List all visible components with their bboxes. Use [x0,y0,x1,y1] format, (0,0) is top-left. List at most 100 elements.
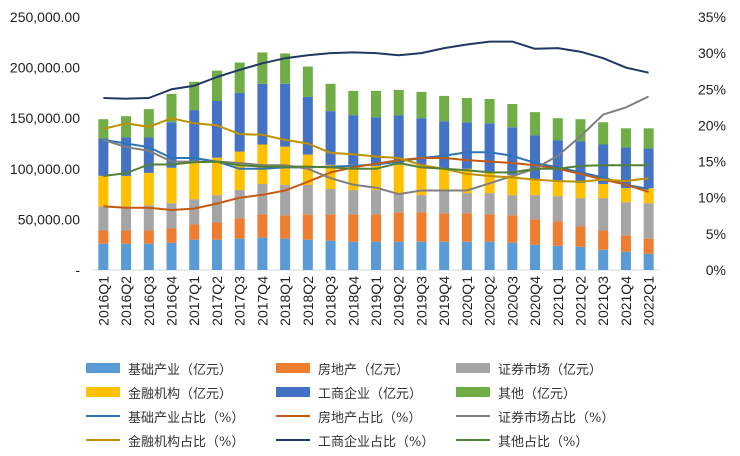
bar-segment [189,110,200,163]
bar-segment [575,119,586,142]
bar-segment [416,91,427,119]
left-axis-tick-label: 100,000.00 [10,161,80,177]
legend-item: 工商企业占比（%） [276,431,456,450]
right-axis-tick-label: 0% [706,262,726,278]
legend-line-icon [456,415,490,417]
lines-layer [103,40,650,211]
x-axis-tick-label: 2016Q3 [141,276,157,326]
bar-segment [280,83,291,147]
bar-segment [211,100,222,158]
bar-segment [189,199,200,225]
bar-segment [393,164,404,194]
left-axis-tick-label: - [75,262,80,278]
bar-segment [461,168,472,194]
right-axis-tick-label: 25% [698,81,726,97]
bar-segment [234,190,245,219]
bar-segment [98,243,109,270]
bar-segment [211,157,222,196]
bar-segment [530,244,541,270]
x-axis-tick-label: 2021Q3 [595,276,611,326]
bar-segment [371,241,381,270]
bar-segment [302,214,313,240]
x-axis-tick-label: 2016Q2 [118,276,134,326]
bar-segment [348,241,359,270]
bar-segment [166,203,177,229]
bar-segment [371,165,381,191]
right-axis-tick-label: 35% [698,9,726,25]
legend-item: 基础产业（亿元） [86,359,276,378]
bar-segment [302,184,313,215]
legend-item: 其他占比（%） [456,431,646,450]
legend-item: 工商企业（亿元） [276,383,456,402]
bar-segment [234,151,245,191]
x-axis-tick-label: 2018Q4 [345,276,361,326]
x-axis-tick-label: 2020Q2 [482,276,498,326]
legend-item: 房地产占比（%） [276,407,456,426]
x-axis-tick-label: 2017Q3 [232,276,248,326]
series-line [103,117,649,183]
bar-segment [98,138,109,176]
bar-segment [620,251,631,270]
bar-segment [280,215,291,239]
x-axis-tick-label: 2017Q1 [186,276,202,326]
bar-segment [257,183,268,215]
bar-segment [121,206,132,231]
bar-segment [620,188,631,203]
legend-label: 金融机构占比（%） [128,434,245,450]
bar-segment [439,95,450,122]
bar-segment [189,162,200,200]
bar-segment [530,178,541,196]
bars-layer [98,52,654,270]
x-axis-tick-label: 2019Q2 [391,276,407,326]
bar-segment [393,115,404,165]
bar-segment [552,180,563,197]
legend-swatch-icon [456,387,490,397]
x-axis-tick-label: 2022Q1 [641,276,657,326]
bar-segment [507,127,518,175]
bar-segment [121,175,132,207]
bar-segment [325,240,336,270]
bar-segment [189,239,200,270]
legend-row: 金融机构占比（%） 工商企业占比（%） 其他占比（%） [86,428,726,452]
bar-segment [98,175,109,207]
bar-segment [143,230,154,244]
bar-segment [166,122,177,168]
bar-segment [439,213,450,242]
bar-segment [643,128,654,149]
bar-segment [575,141,586,183]
legend-row: 基础产业占比（%） 房地产占比（%） 证券市场占比（%） [86,404,726,428]
bar-segment [643,203,654,239]
bar-segment [166,167,177,204]
legend-item: 证券市场（亿元） [456,359,646,378]
bar-segment [461,122,472,169]
right-axis-tick-label: 15% [698,154,726,170]
bar-segment [598,198,609,231]
bar-segment [280,53,291,84]
bar-segment [507,195,518,216]
x-axis-tick-label: 2020Q3 [504,276,520,326]
bar-segment [598,230,609,250]
legend-label: 工商企业占比（%） [318,434,435,450]
bar-segment [643,253,654,270]
bar-segment [507,104,518,128]
bar-segment [121,137,132,176]
bar-segment [416,195,427,213]
bar-segment [393,212,404,242]
bar-segment [643,238,654,254]
left-axis-tick-label: 250,000.00 [10,9,80,25]
x-axis-tick-label: 2017Q2 [209,276,225,326]
legend-line-icon [276,415,310,417]
bar-segment [439,121,450,169]
bar-segment [552,118,563,141]
legend-label: 其他（亿元） [498,386,577,402]
x-axis-tick-label: 2018Q2 [300,276,316,326]
bar-segment [257,83,268,145]
x-axis-tick-label: 2021Q2 [572,276,588,326]
x-axis-tick-label: 2016Q1 [95,276,111,326]
bar-segment [325,189,336,215]
left-axis-ticks: - 50,000.00 100,000.00 150,000.00 200,000.00… [10,9,80,278]
bar-segment [439,168,450,192]
bar-segment [257,237,268,270]
legend-label: 工商企业（亿元） [318,386,423,402]
bar-segment [393,193,404,213]
